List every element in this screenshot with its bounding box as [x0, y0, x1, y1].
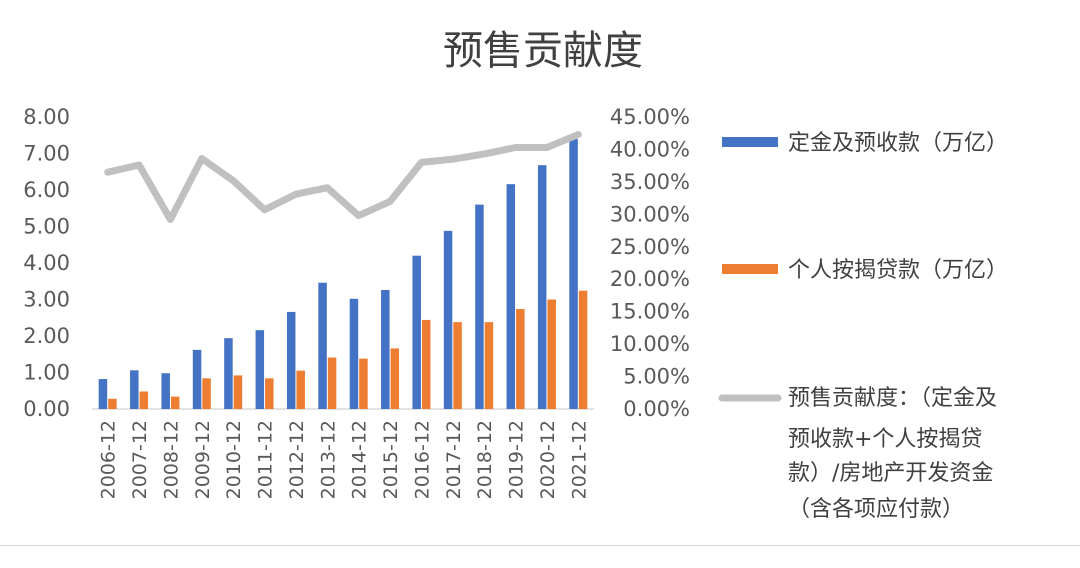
x-tick-label: 2012-12 [286, 420, 308, 499]
right-y-tick-label: 5.00% [623, 365, 690, 389]
bar-deposits [569, 138, 578, 409]
x-tick-label: 2015-12 [380, 420, 402, 499]
left-y-tick-label: 3.00 [23, 288, 70, 312]
bar-mortgage [170, 396, 180, 409]
x-tick-label: 2020-12 [537, 420, 559, 499]
bar-deposits [475, 204, 484, 409]
x-tick-label: 2008-12 [160, 420, 182, 499]
left-y-tick-label: 6.00 [23, 178, 70, 202]
chart-title: 预售贡献度 [443, 28, 643, 74]
bar-mortgage [359, 358, 368, 409]
right-y-tick-label: 35.00% [610, 170, 690, 194]
x-tick-label: 2009-12 [192, 420, 214, 499]
right-y-tick-label: 30.00% [610, 202, 690, 226]
bar-mortgage [547, 299, 556, 409]
bar-deposits [318, 282, 327, 409]
right-y-tick-label: 45.00% [610, 105, 690, 129]
left-y-tick-label: 5.00 [23, 215, 70, 239]
bar-deposits [286, 311, 296, 409]
x-tick-label: 2017-12 [443, 420, 465, 499]
bar-mortgage [421, 319, 431, 409]
legend-label-contribution-2: 预收款+个人按揭贷 [788, 427, 982, 452]
x-tick-label: 2014-12 [349, 420, 371, 499]
x-tick-label: 2006-12 [98, 420, 120, 499]
left-y-tick-label: 0.00 [23, 397, 70, 421]
line-series [104, 131, 582, 223]
right-y-tick-label: 20.00% [610, 267, 690, 291]
legend-swatch-mortgage [722, 264, 778, 274]
bar-mortgage [390, 348, 400, 409]
bar-mortgage [233, 375, 243, 409]
bar-deposits [349, 298, 359, 409]
bar-deposits [130, 370, 139, 409]
x-tick-label: 2010-12 [223, 420, 245, 499]
legend-label-deposits: 定金及预收款（万亿） [788, 131, 1008, 156]
bar-mortgage [139, 391, 149, 409]
left-y-axis: 0.00 1.00 2.00 3.00 4.00 5.00 6.00 7.00 8.00 [23, 105, 70, 421]
bar-deposits [224, 338, 233, 409]
chart-svg: 预售贡献度 0.00 1.00 2.00 3.00 4.00 5.00 6.00 7.00 8.… [23, 28, 1008, 522]
bar-deposits [412, 255, 421, 409]
bar-deposits [381, 290, 390, 409]
bar-deposits [443, 230, 453, 409]
x-tick-label: 2013-12 [317, 420, 339, 499]
right-y-tick-label: 25.00% [610, 235, 690, 259]
bar-deposits [506, 184, 516, 409]
bar-mortgage [296, 370, 305, 409]
legend-label-contribution-1: 预售贡献度：（定金及 [788, 386, 997, 411]
right-y-axis: 0.00% 5.00% 10.00% 15.00% 20.00% 25.00% 30.00%… [610, 105, 690, 421]
right-y-tick-label: 15.00% [610, 300, 690, 324]
bar-deposits [537, 165, 547, 409]
bar-deposits [255, 330, 265, 409]
left-y-tick-label: 8.00 [23, 105, 70, 129]
bar-mortgage [265, 378, 274, 409]
bar-deposits [161, 373, 170, 409]
bar-mortgage [484, 322, 494, 409]
x-tick-label: 2019-12 [506, 420, 528, 499]
x-axis: 2006-12 2007-12 2008-12 2009-12 2010-12 2011-… [98, 420, 591, 499]
x-tick-label: 2007-12 [129, 420, 151, 499]
legend: 定金及预收款（万亿） 个人按揭贷款（万亿） 预售贡献度：（定金及 预收款+个人按… [718, 131, 1008, 522]
bar-deposits [192, 349, 202, 409]
bars [98, 138, 588, 409]
left-y-tick-label: 4.00 [23, 251, 70, 275]
chart-frame: 预售贡献度 0.00 1.00 2.00 3.00 4.00 5.00 6.00 7.00 8.… [0, 28, 1080, 546]
right-y-tick-label: 0.00% [623, 397, 690, 421]
bar-mortgage [516, 308, 525, 409]
legend-label-mortgage: 个人按揭贷款（万亿） [788, 258, 1008, 283]
bar-mortgage [578, 290, 588, 409]
right-y-tick-label: 10.00% [610, 332, 690, 356]
bar-mortgage [202, 378, 211, 409]
bar-deposits [98, 379, 108, 409]
left-y-tick-label: 1.00 [23, 361, 70, 385]
legend-swatch-deposits [722, 137, 778, 147]
x-tick-label: 2011-12 [255, 420, 277, 499]
contribution-line [104, 131, 582, 223]
bar-mortgage [327, 357, 337, 409]
right-y-tick-label: 40.00% [610, 137, 690, 161]
legend-label-contribution-4: （含各项应付款） [788, 497, 964, 522]
bar-mortgage [453, 322, 462, 409]
left-y-tick-label: 7.00 [23, 142, 70, 166]
left-y-tick-label: 2.00 [23, 324, 70, 348]
x-tick-label: 2018-12 [474, 420, 496, 499]
bar-mortgage [108, 398, 117, 409]
x-tick-label: 2016-12 [411, 420, 433, 499]
legend-label-contribution-3: 款）/房地产开发资金 [788, 461, 993, 486]
x-tick-label: 2021-12 [568, 420, 590, 499]
